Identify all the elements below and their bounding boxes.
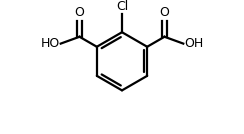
Text: OH: OH xyxy=(184,37,203,50)
Text: HO: HO xyxy=(41,37,60,50)
Text: O: O xyxy=(75,7,84,20)
Text: Cl: Cl xyxy=(116,0,128,13)
Text: O: O xyxy=(160,7,169,20)
